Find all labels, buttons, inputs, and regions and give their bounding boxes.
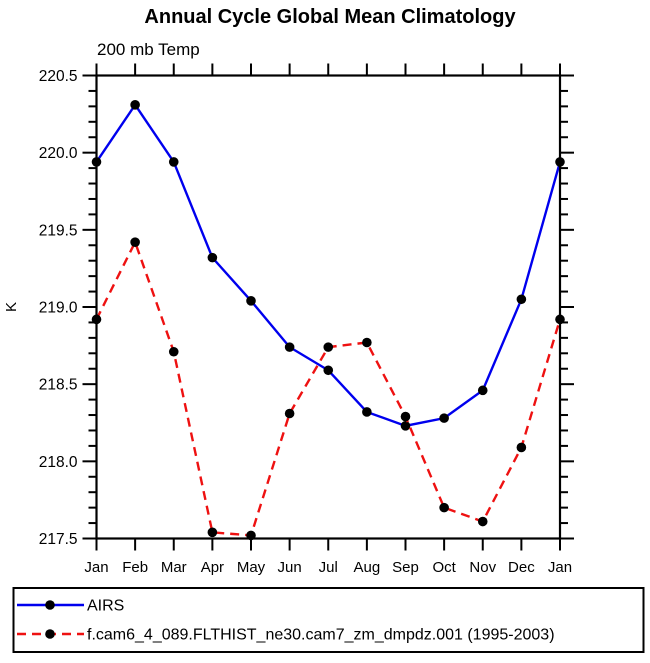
- data-point-marker: [400, 411, 411, 422]
- data-point-marker: [516, 442, 527, 453]
- data-point-marker: [207, 252, 218, 263]
- y-tick-label: 220.0: [39, 145, 78, 162]
- x-tick-label: Oct: [432, 559, 456, 576]
- data-point-marker: [323, 365, 334, 376]
- x-tick-label: Jun: [278, 559, 302, 576]
- data-point-marker: [477, 385, 488, 396]
- data-point-marker: [400, 421, 411, 431]
- plot-frame: [95, 74, 562, 540]
- x-tick-label: Dec: [508, 559, 535, 576]
- x-tick-label: Jul: [319, 559, 338, 576]
- data-point-marker: [284, 408, 295, 419]
- series-line-airs: [95, 102, 562, 428]
- y-axis-label: K: [3, 302, 20, 312]
- x-tick-label: Jan: [84, 559, 108, 576]
- legend-item-airs: AIRS: [17, 598, 124, 615]
- y-tick-label: 218.0: [39, 454, 78, 471]
- x-tick-label: May: [237, 559, 266, 576]
- data-point-marker: [477, 516, 488, 527]
- plot-box: [95, 74, 562, 540]
- x-tick-label: Jan: [548, 559, 572, 576]
- y-tick-label: 218.5: [39, 377, 78, 394]
- y-tick-label: 217.5: [39, 531, 78, 548]
- legend-box: [12, 587, 645, 653]
- data-point-marker: [130, 100, 140, 110]
- chart-title: Annual Cycle Global Mean Climatology: [144, 6, 516, 28]
- x-tick-label: Aug: [354, 559, 381, 576]
- legend-item-model: f.cam6_4_089.FLTHIST_ne30.cam7_zm_dmpdz.…: [17, 627, 555, 644]
- legend-label-model: f.cam6_4_089.FLTHIST_ne30.cam7_zm_dmpdz.…: [87, 627, 555, 644]
- legend-marker-dot-icon: [45, 600, 55, 610]
- x-tick-label: Nov: [469, 559, 496, 576]
- series-lines: [91, 100, 565, 541]
- legend-label-airs: AIRS: [87, 598, 124, 615]
- series-line-model: [95, 239, 562, 537]
- data-point-marker: [516, 294, 527, 305]
- axis-tick-labels: 217.5 218.0 218.5 219.0 219.5 220.0 220.5 Jan Fe…: [39, 68, 572, 576]
- data-point-marker: [362, 407, 372, 417]
- legend-marker-dot-icon: [45, 629, 55, 639]
- y-tick-label: 220.5: [39, 68, 78, 85]
- data-point-marker: [362, 337, 372, 348]
- x-tick-label: Apr: [201, 559, 224, 576]
- plot-area: 217.5 218.0 218.5 219.0 219.5 220.0 220.5 Jan Fe…: [39, 63, 574, 576]
- data-point-marker: [168, 157, 179, 167]
- y-tick-label: 219.0: [39, 300, 78, 317]
- data-point-marker: [284, 342, 295, 352]
- x-tick-label: Feb: [122, 559, 148, 576]
- x-tick-label: Mar: [161, 559, 187, 576]
- x-tick-label: Sep: [392, 559, 419, 576]
- data-point-marker: [439, 502, 449, 513]
- chart-subtitle: 200 mb Temp: [97, 40, 200, 59]
- legend: AIRS f.cam6_4_089.FLTHIST_ne30.cam7_zm_d…: [12, 587, 645, 653]
- data-point-marker: [130, 237, 140, 247]
- y-tick-label: 219.5: [39, 222, 78, 239]
- data-point-marker: [246, 296, 256, 306]
- data-point-marker: [439, 413, 449, 423]
- data-point-marker: [168, 346, 179, 357]
- data-point-marker: [323, 342, 334, 352]
- axis-ticks: [82, 63, 574, 551]
- data-point-marker: [207, 527, 218, 538]
